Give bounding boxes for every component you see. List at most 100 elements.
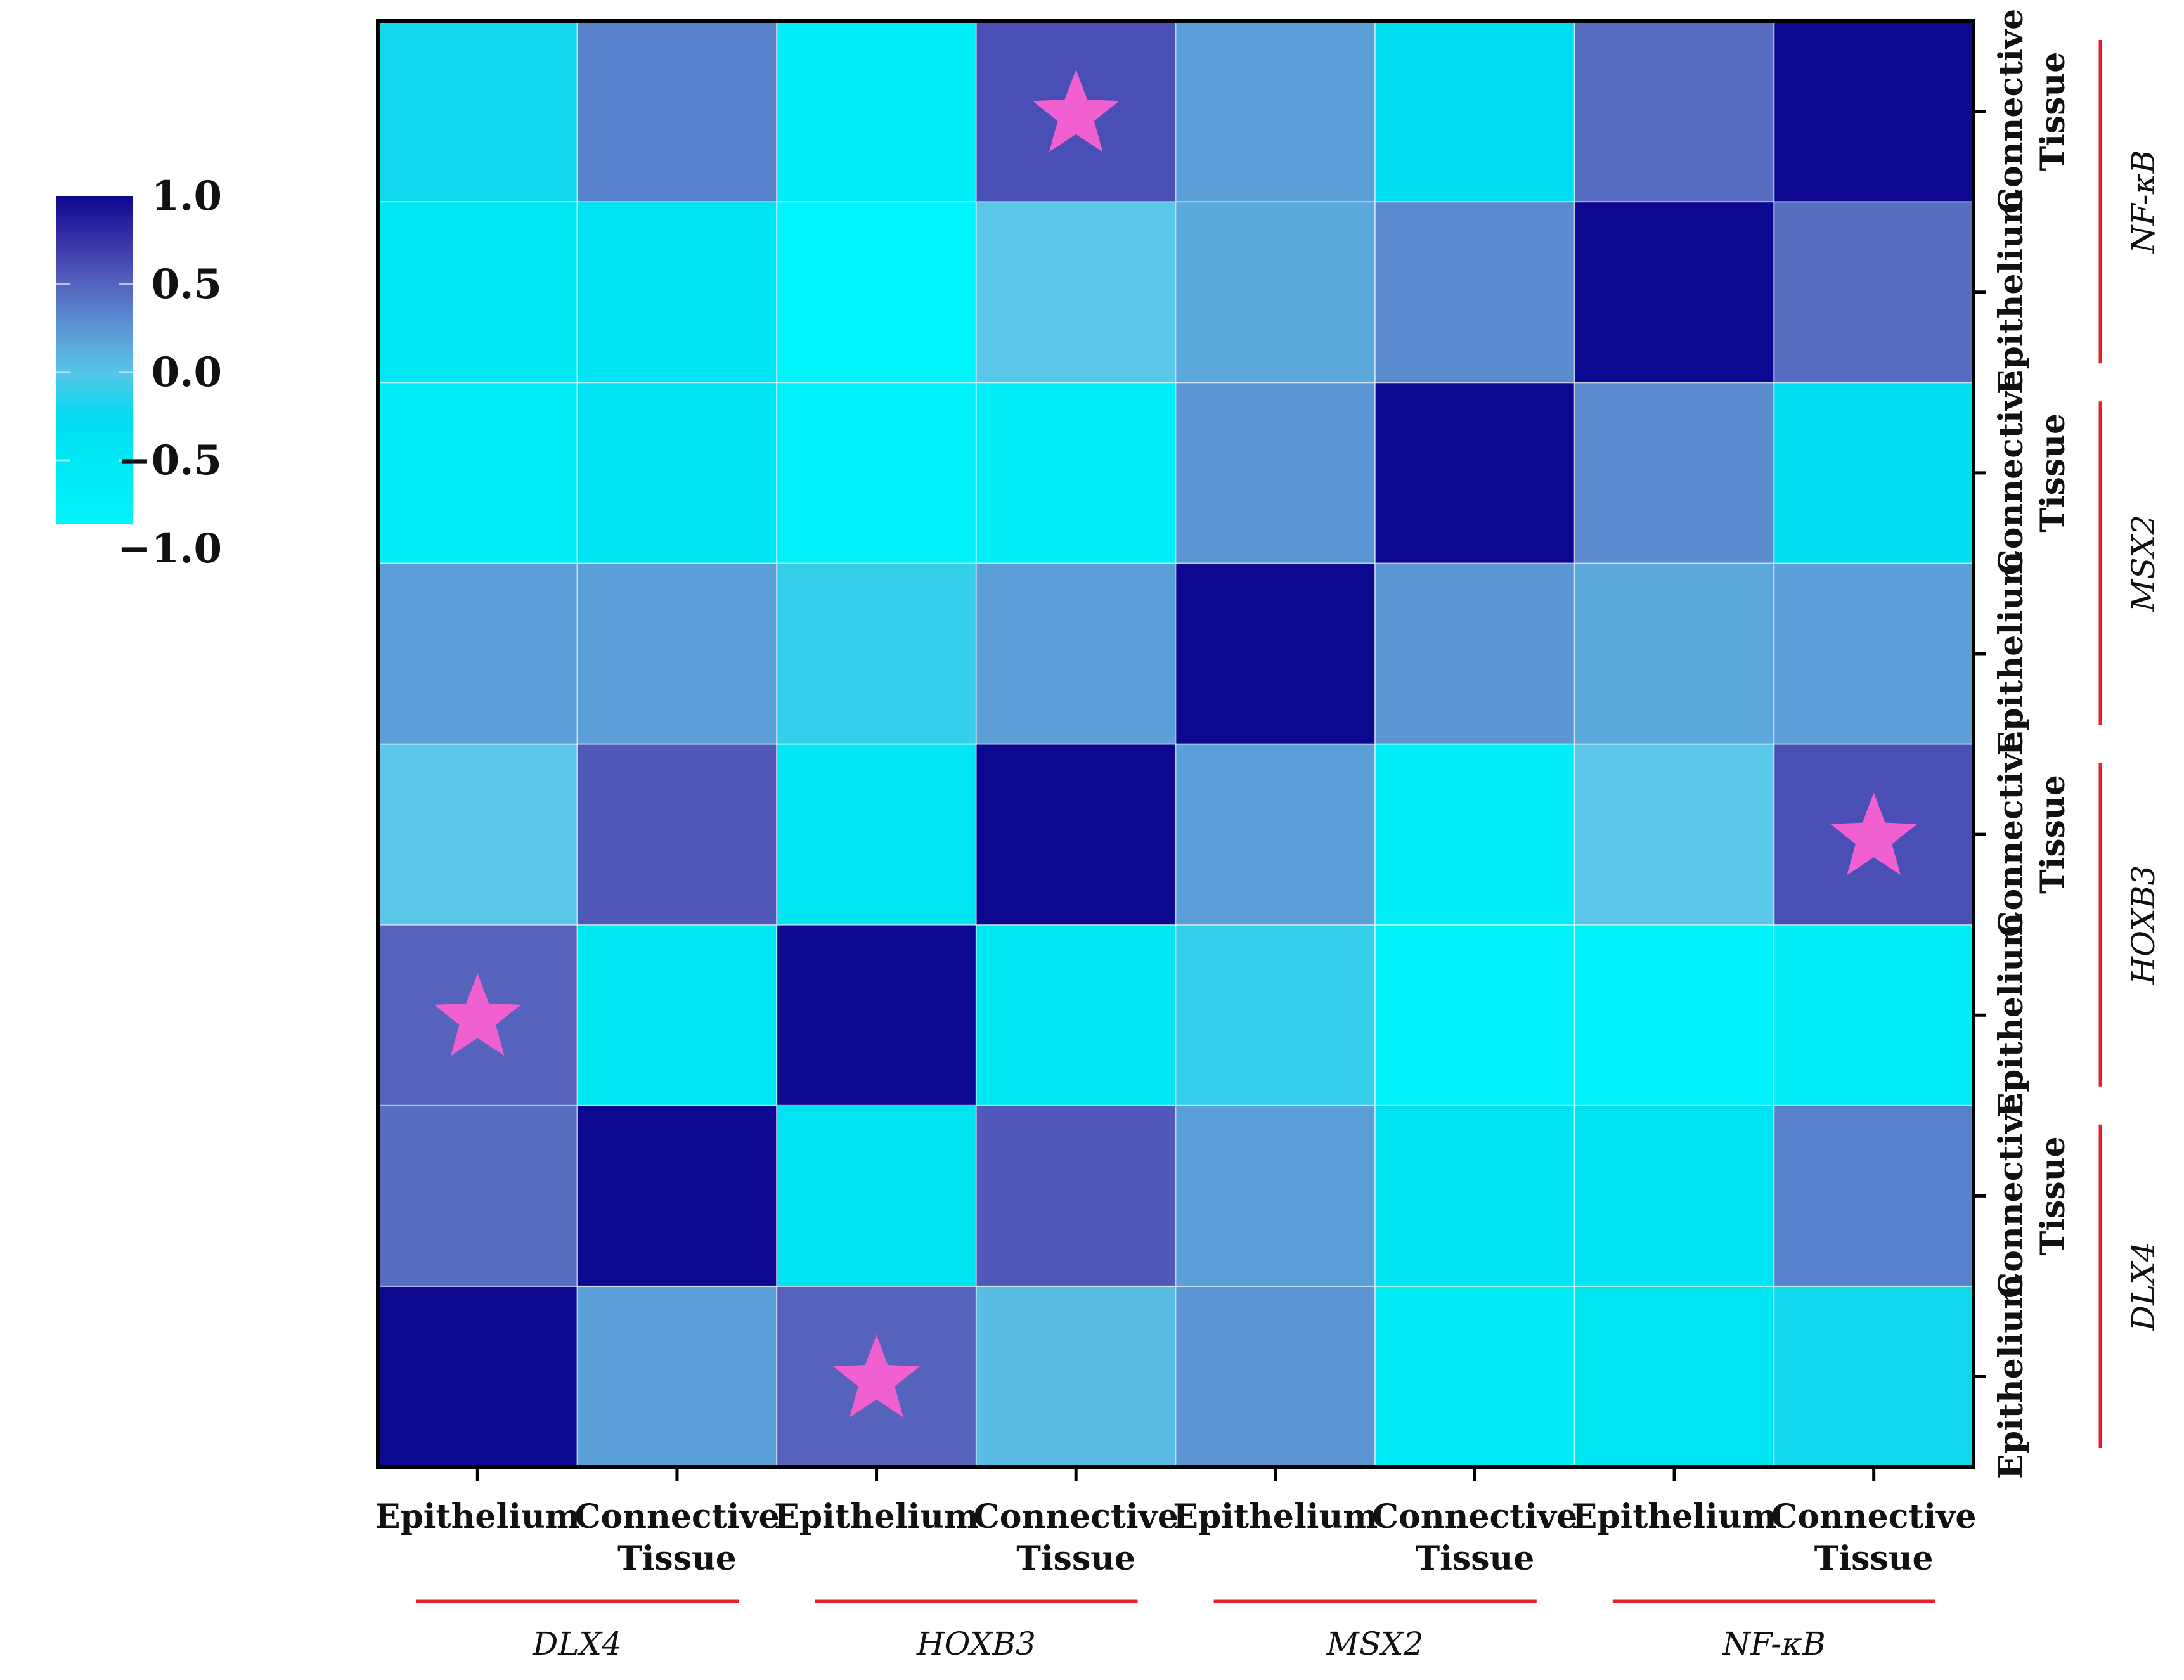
y-tick-label: Tissue <box>2034 775 2072 894</box>
y-gene-label: NF-κB <box>2125 150 2162 254</box>
heatmap-cell <box>1175 1104 1376 1287</box>
x-tick-label: Tissue <box>1814 1539 1934 1578</box>
heatmap-cell <box>377 743 578 926</box>
heatmap-cell <box>1175 382 1376 564</box>
x-tick-label: Epithelium <box>774 1497 979 1536</box>
significance-star-icon <box>833 1334 920 1418</box>
heatmap-cell <box>1573 382 1775 564</box>
heatmap-cell <box>576 201 778 384</box>
heatmap-cell <box>377 20 578 203</box>
heatmap-cell <box>1573 743 1775 926</box>
y-gene-label: MSX2 <box>2125 515 2162 612</box>
heatmap-cell <box>776 562 977 745</box>
heatmap-cell <box>1175 20 1376 203</box>
x-tick-label: Epithelium <box>375 1497 580 1536</box>
heatmap-cell <box>1573 562 1775 745</box>
heatmap-cell <box>1374 924 1575 1106</box>
x-axis: EpitheliumConnectiveTissueEpitheliumConn… <box>375 1467 1977 1662</box>
heatmap-cell <box>1374 1104 1575 1287</box>
heatmap-cell <box>1773 1285 1974 1468</box>
x-tick-label: Epithelium <box>1572 1497 1777 1536</box>
x-gene-label: MSX2 <box>1326 1625 1424 1662</box>
heatmap-cell <box>1573 20 1775 203</box>
plot-border <box>376 19 1975 1469</box>
colorbar-tick-label: −0.5 <box>117 437 222 484</box>
heatmap-cell <box>776 201 977 384</box>
x-tick-label: Tissue <box>1415 1539 1534 1578</box>
heatmap-cell <box>776 743 977 926</box>
heatmap-cell <box>377 382 578 564</box>
heatmap-cell <box>377 562 578 745</box>
colorbar-tick-label: −1.0 <box>117 525 222 572</box>
colorbar-gradient <box>56 196 133 524</box>
heatmap-cell <box>576 1285 778 1468</box>
heatmap-cell <box>1773 562 1974 745</box>
heatmap-cell <box>1573 1285 1775 1468</box>
heatmap-cell <box>1573 201 1775 384</box>
heatmap-cell <box>975 743 1177 926</box>
heatmap-cell <box>1374 201 1575 384</box>
heatmap-cell <box>377 201 578 384</box>
heatmap-cell <box>1374 1285 1575 1468</box>
heatmap-cell <box>576 924 778 1106</box>
heatmap-cell <box>1374 20 1575 203</box>
colorbar-tick-label: 1.0 <box>152 172 222 220</box>
x-gene-label: NF-κB <box>1722 1625 1826 1662</box>
heatmap-cell <box>975 201 1177 384</box>
significance-star-icon <box>434 973 521 1056</box>
y-tick-label: Epithelium <box>1992 1274 2031 1479</box>
heatmap-cell <box>1773 1104 1974 1287</box>
heatmap-cell <box>1573 1104 1775 1287</box>
x-tick-label: Tissue <box>617 1539 737 1578</box>
heatmap-cell <box>975 924 1177 1106</box>
heatmap-cell <box>776 1104 977 1287</box>
y-tick-label: Epithelium <box>1992 551 2031 756</box>
x-tick-label: Connective <box>973 1497 1179 1536</box>
y-gene-label: HOXB3 <box>2125 865 2162 985</box>
heatmap-cell <box>1773 382 1974 564</box>
heatmap-cell <box>1573 924 1775 1106</box>
heatmap-cell <box>1374 382 1575 564</box>
significance-star-icon <box>1032 69 1120 152</box>
heatmap-cell <box>1773 201 1974 384</box>
y-tick-label: Connective <box>1992 370 2031 576</box>
heatmap-cell <box>1374 562 1575 745</box>
heatmap-cell <box>1773 924 1974 1106</box>
y-tick-label: Tissue <box>2034 1136 2072 1255</box>
heatmap-cell <box>1175 562 1376 745</box>
heatmap-cell <box>576 382 778 564</box>
heatmap-cell <box>975 1104 1177 1287</box>
x-tick-label: Connective <box>1771 1497 1977 1536</box>
y-tick-label: Tissue <box>2034 52 2072 171</box>
y-tick-label: Epithelium <box>1992 913 2031 1118</box>
heatmap-cell <box>576 20 778 203</box>
heatmap-cell <box>975 1285 1177 1468</box>
x-gene-label: DLX4 <box>532 1625 622 1662</box>
x-gene-label: HOXB3 <box>916 1625 1036 1662</box>
x-tick-label: Connective <box>1373 1497 1578 1536</box>
heatmap-cell <box>975 382 1177 564</box>
heatmap-cell <box>776 382 977 564</box>
heatmap-cell <box>1773 20 1974 203</box>
significance-star-icon <box>1830 792 1918 876</box>
heatmap-cell <box>1175 201 1376 384</box>
colorbar-tick-label: 0.0 <box>152 349 222 396</box>
x-tick-label: Tissue <box>1016 1539 1135 1578</box>
y-tick-label: Connective <box>1992 9 2031 214</box>
heatmap-cell <box>576 1104 778 1287</box>
heatmap-cell <box>776 20 977 203</box>
y-gene-label: DLX4 <box>2125 1242 2162 1332</box>
y-tick-label: Connective <box>1992 1094 2031 1299</box>
heatmap-cell <box>377 1285 578 1468</box>
colorbar-tick-label: 0.5 <box>152 261 222 308</box>
heatmap-cells <box>377 20 1974 1468</box>
colorbar-legend: 1.0 0.5 0.0 −0.5 −1.0 <box>56 172 222 572</box>
heatmap-cell <box>1175 1285 1376 1468</box>
y-tick-label: Epithelium <box>1992 190 2031 394</box>
heatmap-cell <box>377 1104 578 1287</box>
x-tick-label: Connective <box>574 1497 780 1536</box>
heatmap-cell <box>1175 743 1376 926</box>
y-tick-label: Tissue <box>2034 413 2072 533</box>
